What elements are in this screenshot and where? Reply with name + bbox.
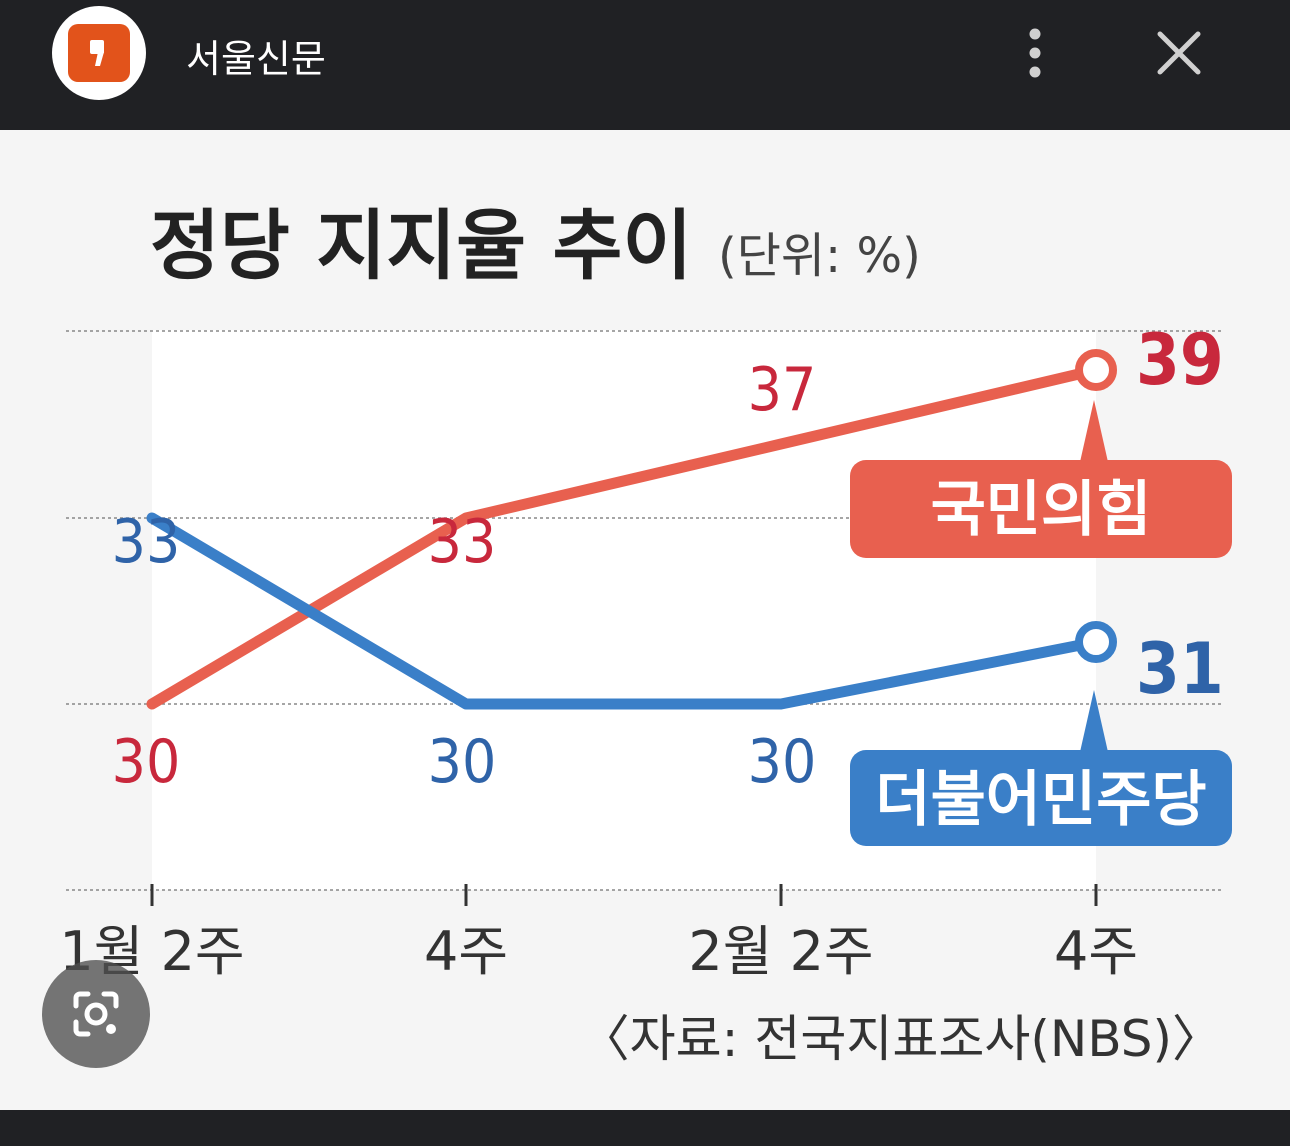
series-end-marker-ppp — [1075, 349, 1117, 391]
legend-ppp: 국민의힘 — [850, 400, 1232, 558]
google-lens-button[interactable] — [42, 960, 150, 1068]
chart-title: 정당 지지율 추이 — [150, 201, 692, 290]
x-tick-label: 4주 — [424, 920, 508, 983]
legend-dp-pointer — [1080, 690, 1108, 752]
data-label-ppp: 30 — [112, 727, 181, 797]
legend-dp-label: 더불어민주당 — [875, 765, 1206, 835]
data-label-dp: 30 — [428, 727, 497, 797]
legend-ppp-label: 국민의힘 — [931, 475, 1152, 545]
x-axis: 1월 2주 4주 2월 2주 4주 — [59, 884, 1138, 983]
app-logo-icon[interactable] — [52, 6, 146, 100]
legend-ppp-pointer — [1080, 400, 1108, 462]
lens-icon — [73, 991, 119, 1037]
data-label-ppp: 39 — [1136, 319, 1224, 401]
data-label-ppp: 37 — [748, 355, 817, 425]
legend-dp: 더불어민주당 — [850, 690, 1232, 846]
data-label-dp: 33 — [112, 507, 181, 577]
bottom-bar — [0, 1110, 1290, 1146]
data-label-ppp: 33 — [428, 507, 497, 577]
legend-dp-box — [850, 750, 1232, 846]
source-note: 〈자료: 전국지표조사(NBS)〉 — [580, 1010, 1222, 1068]
legend-ppp-box — [850, 460, 1232, 558]
top-app-bar: 서울신문 — [0, 0, 1290, 130]
data-label-dp: 31 — [1136, 628, 1224, 710]
chart-unit: (단위: %) — [718, 228, 921, 284]
series-line-dp — [146, 512, 1102, 710]
app-title: 서울신문 — [186, 37, 326, 81]
x-tick-label: 2월 2주 — [688, 920, 873, 983]
more-options-icon[interactable] — [1012, 24, 1058, 82]
x-tick-label: 4주 — [1054, 920, 1138, 983]
close-icon[interactable] — [1152, 26, 1206, 80]
data-label-dp: 30 — [748, 727, 817, 797]
series-end-marker-dp — [1075, 621, 1117, 663]
